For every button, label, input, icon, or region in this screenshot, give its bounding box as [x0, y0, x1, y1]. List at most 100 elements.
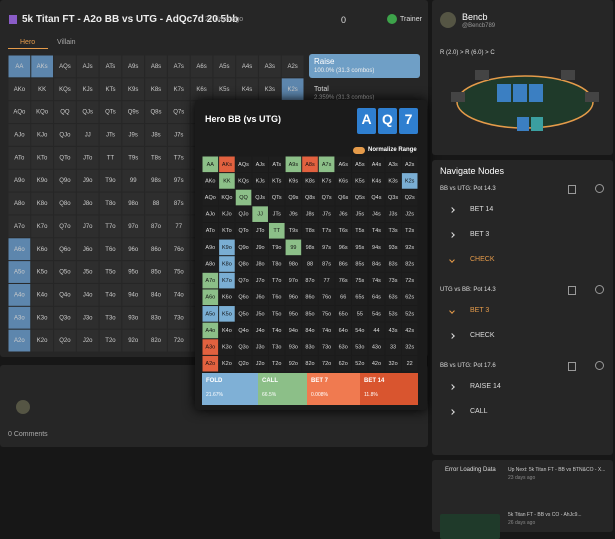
add-icon[interactable]: [595, 361, 604, 370]
hand-cell[interactable]: [8, 124, 31, 146]
hand-cell[interactable]: [31, 238, 54, 261]
option[interactable]: CHECK: [470, 332, 495, 339]
hand-cell[interactable]: [401, 355, 418, 372]
hand-cell[interactable]: [122, 283, 145, 306]
hand-cell[interactable]: [31, 124, 54, 146]
hand-cell[interactable]: [54, 101, 76, 124]
hand-cell[interactable]: [236, 78, 258, 101]
hand-cell[interactable]: [99, 261, 122, 283]
hand-cell[interactable]: [219, 355, 235, 372]
hand-cell[interactable]: [302, 256, 318, 272]
hand-cell[interactable]: [236, 55, 258, 78]
hand-cell[interactable]: [335, 206, 352, 222]
hand-cell[interactable]: [335, 156, 352, 173]
hand-cell[interactable]: [8, 101, 31, 124]
hand-cell[interactable]: [285, 306, 302, 322]
hand-cell[interactable]: [318, 322, 335, 339]
hand-cell[interactable]: [252, 256, 268, 272]
hand-cell[interactable]: [268, 322, 285, 339]
hand-cell[interactable]: [76, 169, 99, 192]
hand-cell[interactable]: [76, 55, 99, 78]
add-icon[interactable]: [595, 184, 604, 193]
hand-cell[interactable]: [54, 238, 76, 261]
tab[interactable]: Hero: [20, 39, 36, 46]
hand-cell[interactable]: [385, 222, 401, 239]
hand-cell[interactable]: [268, 222, 285, 239]
hand-cell[interactable]: [285, 173, 302, 189]
hand-cell[interactable]: [252, 339, 268, 355]
hand-cell[interactable]: [352, 306, 368, 322]
hand-cell[interactable]: [8, 238, 31, 261]
hand-cell[interactable]: [145, 283, 167, 306]
hand-cell[interactable]: [318, 239, 335, 256]
hand-cell[interactable]: [318, 173, 335, 189]
related-title[interactable]: Up Next: 5k Titan FT - BB vs BTN&CO - X.…: [508, 467, 606, 473]
hand-cell[interactable]: [122, 101, 145, 124]
hand-cell[interactable]: [368, 272, 385, 289]
hand-cell[interactable]: [285, 355, 302, 372]
hand-cell[interactable]: [122, 146, 145, 169]
hand-cell[interactable]: [235, 206, 252, 222]
hand-cell[interactable]: [368, 339, 385, 355]
hand-cell[interactable]: [213, 78, 236, 101]
hand-cell[interactable]: [268, 173, 285, 189]
hand-cell[interactable]: [219, 272, 235, 289]
hand-cell[interactable]: [219, 322, 235, 339]
hand-cell[interactable]: [385, 306, 401, 322]
hand-cell[interactable]: [76, 146, 99, 169]
hand-cell[interactable]: [167, 169, 190, 192]
hand-cell[interactable]: [122, 55, 145, 78]
likes[interactable]: 0: [341, 15, 347, 25]
hand-cell[interactable]: [268, 206, 285, 222]
hand-cell[interactable]: [167, 146, 190, 169]
hand-cell[interactable]: [302, 156, 318, 173]
hand-cell[interactable]: [252, 272, 268, 289]
hand-cell[interactable]: [335, 189, 352, 206]
hand-cell[interactable]: [145, 215, 167, 238]
hand-cell[interactable]: [219, 256, 235, 272]
hand-cell[interactable]: [31, 101, 54, 124]
hand-cell[interactable]: [235, 322, 252, 339]
hand-cell[interactable]: [285, 156, 302, 173]
option[interactable]: BET 3: [470, 307, 490, 314]
hand-cell[interactable]: [302, 222, 318, 239]
hand-cell[interactable]: [335, 306, 352, 322]
hand-cell[interactable]: [385, 272, 401, 289]
copy-icon[interactable]: [568, 185, 576, 194]
hand-cell[interactable]: [219, 289, 235, 306]
hand-cell[interactable]: [318, 189, 335, 206]
hand-cell[interactable]: [8, 78, 31, 101]
hand-cell[interactable]: [167, 101, 190, 124]
hand-cell[interactable]: [167, 306, 190, 329]
hand-cell[interactable]: [122, 192, 145, 215]
hand-cell[interactable]: [76, 78, 99, 101]
hand-cell[interactable]: [318, 272, 335, 289]
hand-cell[interactable]: [167, 78, 190, 101]
hand-cell[interactable]: [76, 283, 99, 306]
hand-cell[interactable]: [401, 173, 418, 189]
hand-cell[interactable]: [285, 289, 302, 306]
hand-cell[interactable]: [258, 78, 281, 101]
hand-cell[interactable]: [401, 322, 418, 339]
hand-cell[interactable]: [335, 173, 352, 189]
hand-cell[interactable]: [352, 256, 368, 272]
hand-cell[interactable]: [31, 283, 54, 306]
hand-cell[interactable]: [352, 339, 368, 355]
hand-cell[interactable]: [318, 289, 335, 306]
hand-cell[interactable]: [202, 222, 219, 239]
hand-cell[interactable]: [54, 215, 76, 238]
hand-cell[interactable]: [401, 339, 418, 355]
option[interactable]: CHECK: [470, 256, 495, 263]
hand-cell[interactable]: [335, 355, 352, 372]
hand-cell[interactable]: [54, 146, 76, 169]
hand-cell[interactable]: [352, 206, 368, 222]
hand-cell[interactable]: [31, 146, 54, 169]
hand-cell[interactable]: [202, 289, 219, 306]
hand-cell[interactable]: [122, 261, 145, 283]
hand-cell[interactable]: [302, 239, 318, 256]
hand-cell[interactable]: [385, 206, 401, 222]
hand-cell[interactable]: [252, 156, 268, 173]
hand-cell[interactable]: [368, 189, 385, 206]
hand-cell[interactable]: [54, 78, 76, 101]
hand-cell[interactable]: [219, 156, 235, 173]
